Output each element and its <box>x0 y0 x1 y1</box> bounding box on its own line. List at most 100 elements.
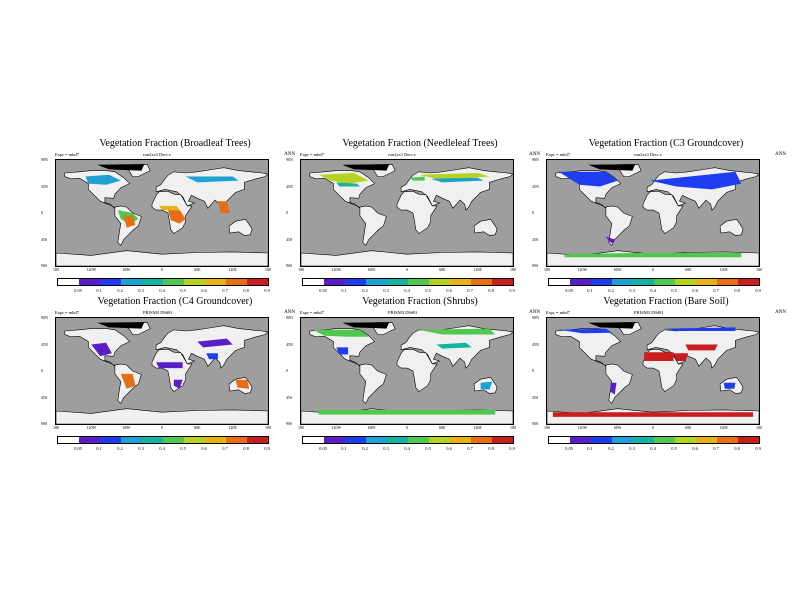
latitude-tick-label: 90S <box>286 263 293 268</box>
colorbar-tick-label: 0.1 <box>341 446 347 451</box>
longitude-tick-label: 0 <box>406 425 408 430</box>
season-label: ANN <box>529 310 540 315</box>
experiment-label: Expt = mhd7 <box>300 310 325 315</box>
colorbar-tick-label: 0.6 <box>201 446 207 451</box>
latitude-tick-label: 0 <box>286 368 288 373</box>
antarctica-landmass <box>301 250 513 266</box>
colorbar-swatch <box>324 279 345 285</box>
colorbar-swatch <box>58 437 79 443</box>
season-label: ANN <box>284 152 295 157</box>
colorbar-swatch <box>205 279 226 285</box>
colorbar-swatch <box>549 437 570 443</box>
colorbar-swatch <box>408 279 429 285</box>
longitude-tick-label: 60E <box>194 267 201 272</box>
panel-title: Vegetation Fraction (Broadleaf Trees) <box>99 138 251 149</box>
vegetation-patch <box>123 215 136 228</box>
latitude-tick-label: 90S <box>532 263 539 268</box>
vegetation-patch <box>480 381 493 390</box>
colorbar-swatch <box>79 437 100 443</box>
panel-title: Vegetation Fraction (Shrubs) <box>362 296 478 307</box>
longitude-tick-label: 180 <box>510 267 516 272</box>
colorbar-tick-label: 0.9 <box>509 446 515 451</box>
colorbar-tick-label: 0.1 <box>96 288 102 293</box>
colorbar-swatch <box>345 437 366 443</box>
colorbar-tick-label: 0.6 <box>446 446 452 451</box>
latitude-tick-label: 45N <box>41 341 48 347</box>
colorbar-swatch <box>471 279 492 285</box>
experiment-label: Expt = mhd7 <box>55 152 80 157</box>
needleleaf-trees-map <box>300 159 514 267</box>
colorbar-tick-label: 0.3 <box>383 288 389 293</box>
samerica-landmass <box>359 363 387 404</box>
longitude-tick-label: 120E <box>228 267 237 272</box>
australia-landmass <box>719 219 744 236</box>
experiment-label: Expt = mhd7 <box>55 310 80 315</box>
colorbar-tick-label: 0.5 <box>425 288 431 293</box>
run-label: PRISM3 D9d8f <box>143 310 172 315</box>
vegetation-patch <box>167 210 186 224</box>
colorbar-swatch <box>366 437 387 443</box>
season-label: ANN <box>775 152 786 157</box>
vegetation-patch <box>336 182 360 187</box>
colorbar-swatch <box>738 437 759 443</box>
colorbar-tick-label: 0.9 <box>264 446 270 451</box>
colorbar-swatch <box>738 279 759 285</box>
colorbar-tick-label: 0.2 <box>117 288 123 293</box>
colorbar-swatch <box>58 279 79 285</box>
longitude-tick-label: 60W <box>122 425 131 430</box>
longitude-tick-label: 180 <box>544 267 550 272</box>
longitude-tick-label: 60W <box>122 267 131 272</box>
latitude-tick-label: 45S <box>532 394 539 400</box>
latitude-tick-label: 90S <box>532 421 539 426</box>
colorbar <box>302 278 514 286</box>
colorbar-swatch <box>100 437 121 443</box>
run-label: run2xs3 Decr.v <box>388 152 417 157</box>
longitude-tick-label: 180 <box>265 425 271 430</box>
season-label: ANN <box>284 310 295 315</box>
experiment-label: Expt = mhd7 <box>300 152 325 157</box>
eurasia-landmass <box>400 167 513 211</box>
vegetation-patch <box>564 253 742 258</box>
colorbar-tick-label: 0.7 <box>713 288 719 293</box>
colorbar-tick-label: 0.7 <box>222 288 228 293</box>
longitude-tick-label: 120W <box>86 267 97 272</box>
colorbar-swatch <box>247 279 268 285</box>
latitude-tick-label: 45N <box>286 341 293 347</box>
vegetation-patch <box>664 327 736 331</box>
vegetation-patch <box>120 373 136 389</box>
colorbar-swatch <box>471 437 492 443</box>
latitude-tick-label: 90N <box>532 157 539 162</box>
longitude-tick-label: 120E <box>719 425 728 430</box>
longitude-tick-label: 0 <box>161 267 163 272</box>
vegetation-patch <box>235 379 250 389</box>
longitude-tick-label: 180 <box>265 267 271 272</box>
longitude-tick-label: 120E <box>719 267 728 272</box>
colorbar-tick-label: 0.05 <box>74 288 82 293</box>
colorbar-tick-label: 0.2 <box>362 288 368 293</box>
colorbar-tick-label: 0.3 <box>138 446 144 451</box>
namerica-landmass <box>555 328 622 367</box>
vegetation-patch <box>723 382 736 389</box>
colorbar-swatch <box>570 437 591 443</box>
experiment-label: Expt = mhd7 <box>546 310 571 315</box>
latitude-tick-label: 0 <box>41 210 43 215</box>
longitude-tick-label: 60E <box>685 425 692 430</box>
vegetation-patch <box>436 342 472 349</box>
longitude-tick-label: 0 <box>652 425 654 430</box>
latitude-tick-label: 90S <box>41 421 48 426</box>
colorbar-tick-label: 0.8 <box>243 288 249 293</box>
longitude-tick-label: 60W <box>613 425 622 430</box>
vegetation-patch <box>430 177 484 183</box>
latitude-tick-label: 45S <box>286 236 293 242</box>
run-label: PRISM3 D9d8f <box>388 310 417 315</box>
colorbar-tick-label: 0.6 <box>201 288 207 293</box>
colorbar-swatch <box>345 279 366 285</box>
latitude-tick-label: 0 <box>286 210 288 215</box>
colorbar-tick-label: 0.3 <box>629 446 635 451</box>
longitude-tick-label: 180 <box>298 425 304 430</box>
colorbar-swatch <box>408 437 429 443</box>
colorbar-tick-label: 0.9 <box>264 288 270 293</box>
colorbar-swatch <box>324 437 345 443</box>
vegetation-patch <box>85 174 121 185</box>
vegetation-patch <box>206 353 218 360</box>
